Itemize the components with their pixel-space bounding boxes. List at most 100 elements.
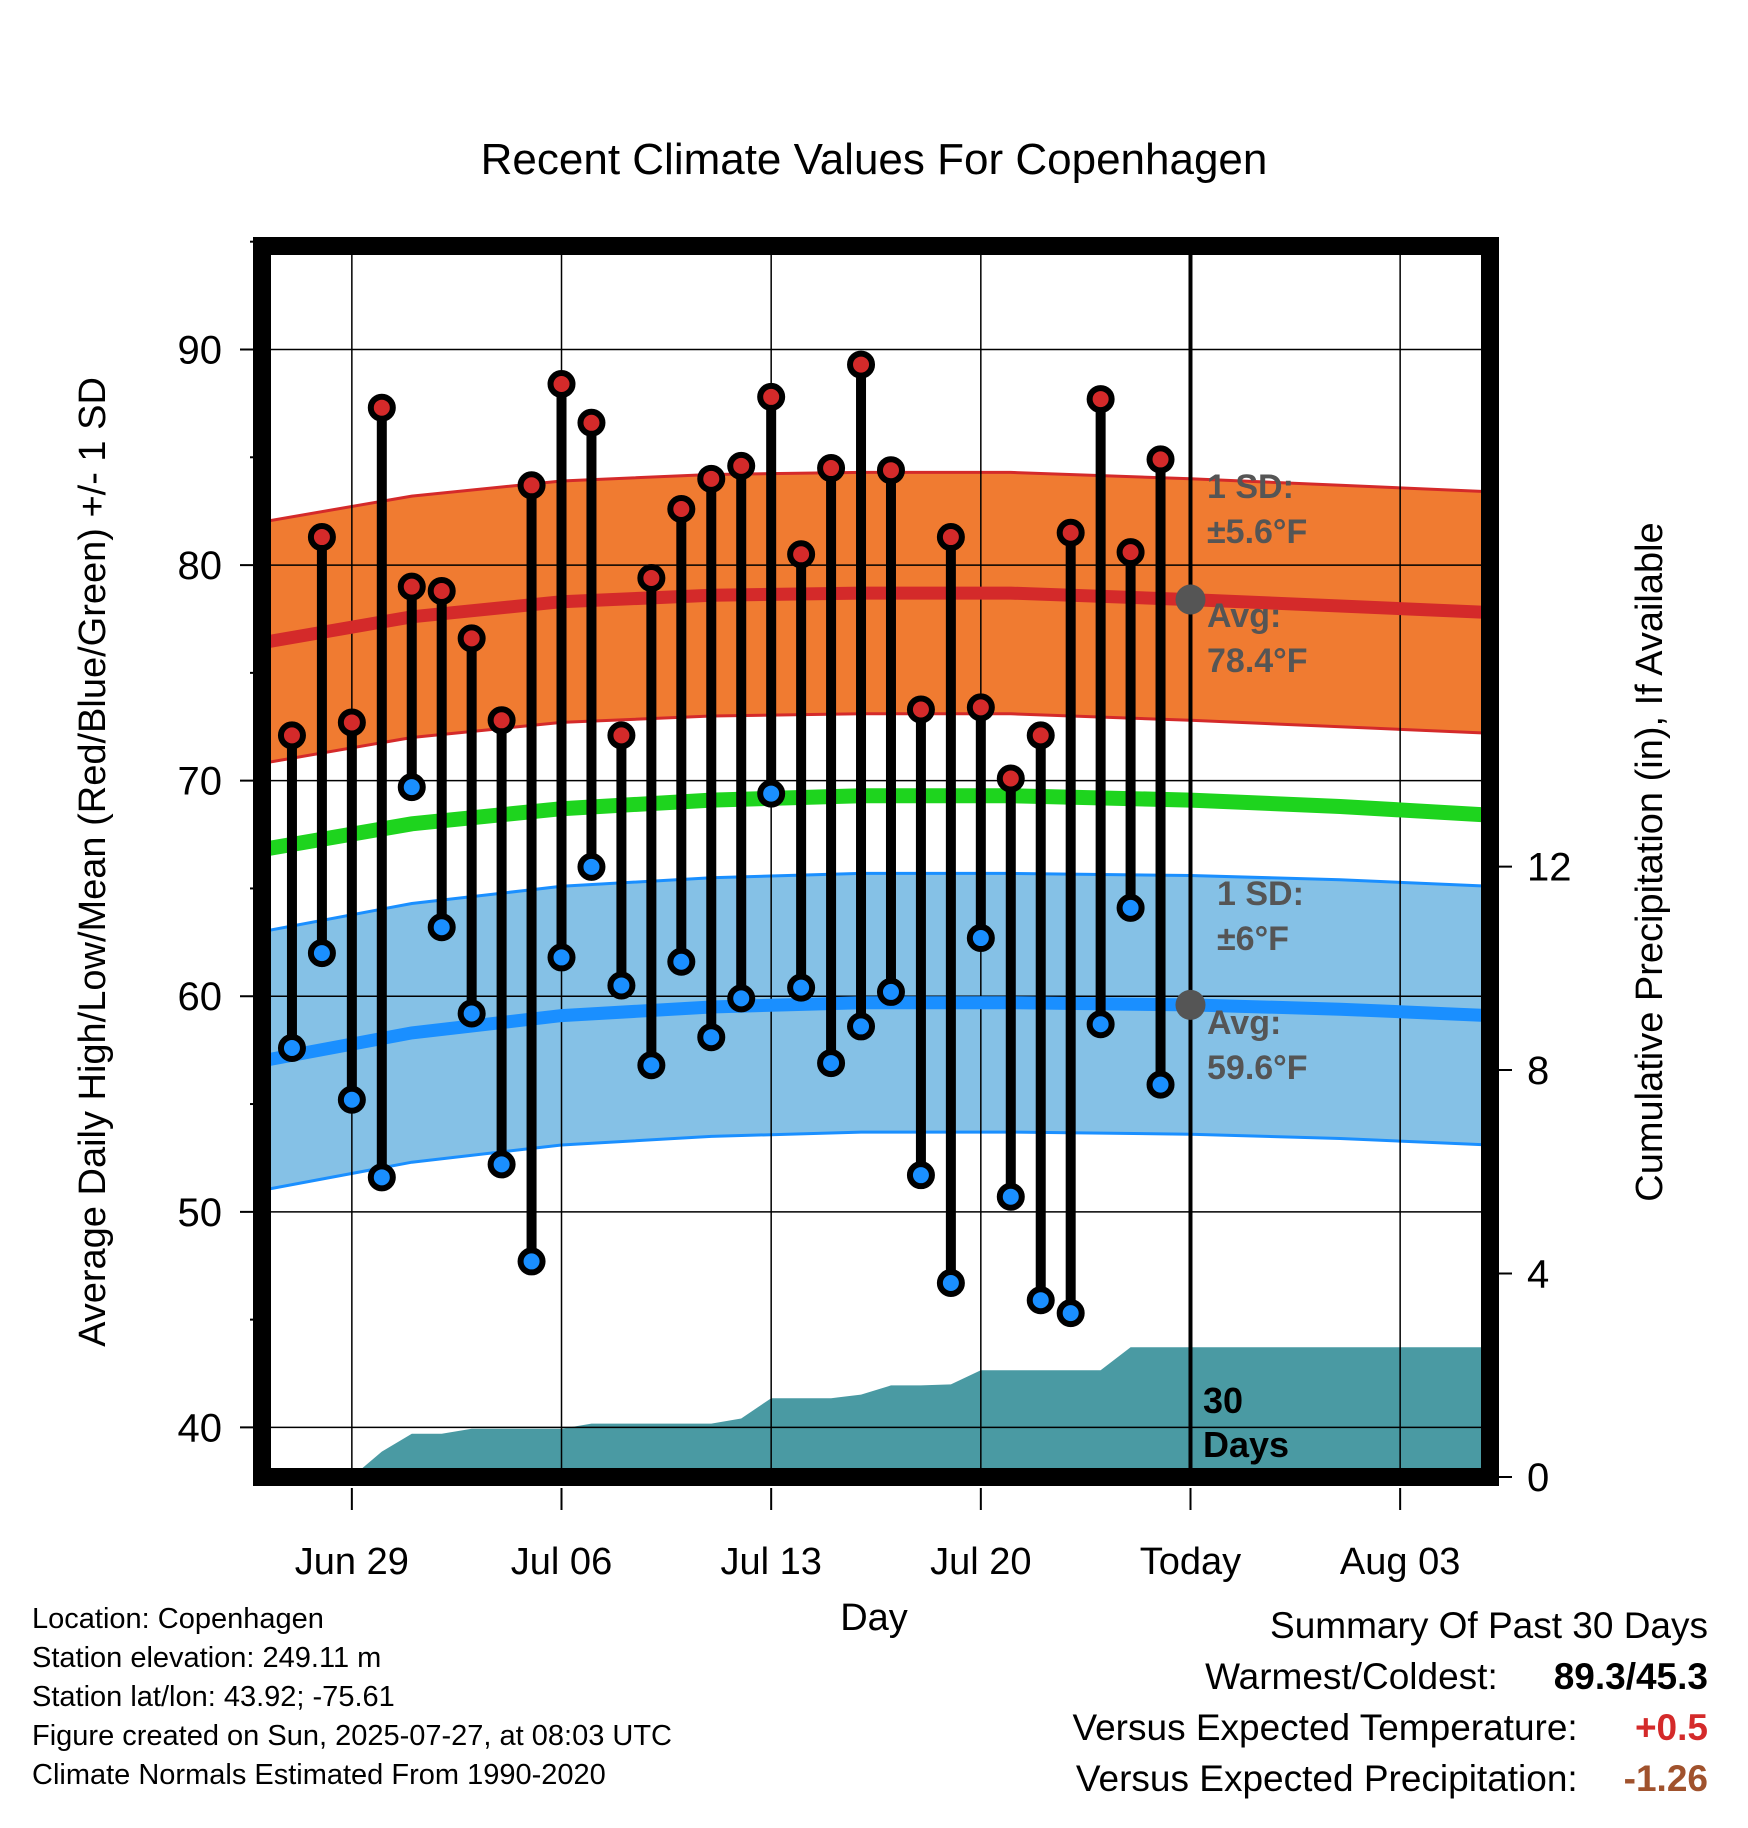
high-sd-band [262,472,1490,764]
daily-high-point [277,721,306,750]
daily-low-point [727,984,756,1013]
daily-high-point [1026,721,1055,750]
normals-text: Climate Normals Estimated From 1990-2020 [32,1759,606,1791]
plot-area: 1 SD: ±5.6°F Avg: 78.4°F 1 SD: ±6°F Avg: 59.6°F… [262,246,1490,1477]
daily-low-point [547,943,576,972]
daily-low-point [847,1012,876,1041]
daily-high-point [966,693,995,722]
plot-layers [262,246,1490,1477]
y2-tick-label: 8 [1527,1049,1549,1093]
warmest-value: 89.3/45.3 [1553,1656,1708,1697]
low-sd-label: 1 SD: [1217,875,1304,913]
today-avg-high-marker [1175,584,1206,615]
daily-low-point [996,1182,1025,1211]
daily-high-point [307,523,336,552]
daily-low-point [457,999,486,1028]
daily-low-point [427,913,456,942]
temp-label: Versus Expected Temperature: [1072,1707,1578,1748]
daily-high-point [337,708,366,737]
daily-high-point [667,495,696,524]
y-tick-label: 90 [178,328,223,372]
daily-low-point [367,1163,396,1192]
x-tick-label: Aug 03 [1340,1541,1460,1583]
daily-low-point [637,1051,666,1080]
plot-frame [253,237,1499,1486]
y2-tick-label: 4 [1527,1253,1549,1297]
daily-high-point [876,456,905,485]
summary-temp-row: Versus Expected Temperature: +0.5 [1072,1702,1708,1753]
warmest-label: Warmest/Coldest: [1205,1656,1498,1697]
daily-high-point [457,624,486,653]
period-label-unit: Days [1203,1424,1289,1465]
elevation-text: Station elevation: 249.11 m [32,1642,382,1674]
summary-title: Summary Of Past 30 Days [1270,1605,1708,1646]
daily-high-point [787,540,816,569]
x-axis-label: Day [840,1597,908,1639]
daily-high-point [1116,538,1145,567]
daily-high-point [936,523,965,552]
period-label-number: 30 [1203,1380,1243,1421]
daily-high-point [547,369,576,398]
daily-high-point [1146,445,1175,474]
daily-low-point [307,939,336,968]
x-tick-label: Jul 13 [720,1541,821,1583]
high-avg-value: 78.4°F [1207,642,1308,680]
daily-high-point [397,572,426,601]
daily-low-point [697,1023,726,1052]
daily-low-point [1146,1070,1175,1099]
low-sd-value: ±6°F [1217,920,1289,958]
daily-low-point [1086,1010,1115,1039]
daily-high-point [847,350,876,379]
daily-low-point [906,1161,935,1190]
y-tick-label: 60 [178,975,223,1019]
low-avg-label: Avg: [1207,1004,1281,1042]
y2-tick-label: 12 [1527,846,1572,890]
daily-low-point [1116,893,1145,922]
created-text: Figure created on Sun, 2025-07-27, at 08… [32,1720,672,1752]
temp-value: +0.5 [1634,1707,1708,1748]
daily-high-point [427,576,456,605]
daily-high-point [906,695,935,724]
station-info: Location: Copenhagen Station elevation: … [32,1600,672,1795]
y2-axis: 0 4 8 12 [1490,846,1572,1500]
y-tick-label: 70 [178,760,223,804]
daily-high-point [757,382,786,411]
daily-low-point [1056,1299,1085,1328]
summary-precip-row: Versus Expected Precipitation: -1.26 [1072,1753,1708,1804]
precip-label: Versus Expected Precipitation: [1075,1758,1578,1799]
summary-warmest-row: Warmest/Coldest: 89.3/45.3 [1072,1651,1708,1702]
daily-low-point [517,1247,546,1276]
daily-high-point [367,393,396,422]
x-tick-label: Today [1140,1541,1241,1583]
daily-low-point [277,1033,306,1062]
daily-low-point [757,779,786,808]
x-axis: Jun 29 Jul 06 Jul 13 Jul 20 Today Aug 03 [295,1488,1460,1583]
daily-high-point [697,464,726,493]
daily-high-point [1056,518,1085,547]
daily-high-point [607,721,636,750]
high-avg-label: Avg: [1207,597,1281,635]
daily-high-point [727,451,756,480]
daily-high-point [487,706,516,735]
daily-low-point [966,924,995,953]
daily-low-point [787,973,816,1002]
daily-low-point [876,977,905,1006]
precip-value: -1.26 [1623,1758,1708,1799]
y-tick-label: 50 [178,1191,223,1235]
daily-low-point [936,1268,965,1297]
y-axis: 40 50 60 70 80 90 [178,240,262,1450]
low-band-lower-edge [262,1130,1490,1192]
y-tick-label: 80 [178,544,223,588]
daily-low-point [337,1085,366,1114]
daily-high-point [996,764,1025,793]
daily-low-point [817,1049,846,1078]
daily-high-point [817,454,846,483]
daily-low-point [667,947,696,976]
latlon-text: Station lat/lon: 43.92; -75.61 [32,1681,395,1713]
daily-high-point [637,564,666,593]
daily-high-point [517,471,546,500]
precip-area [292,1347,1490,1477]
summary-panel: Summary Of Past 30 Days Warmest/Coldest:… [1072,1600,1708,1804]
high-sd-value: ±5.6°F [1207,513,1307,551]
